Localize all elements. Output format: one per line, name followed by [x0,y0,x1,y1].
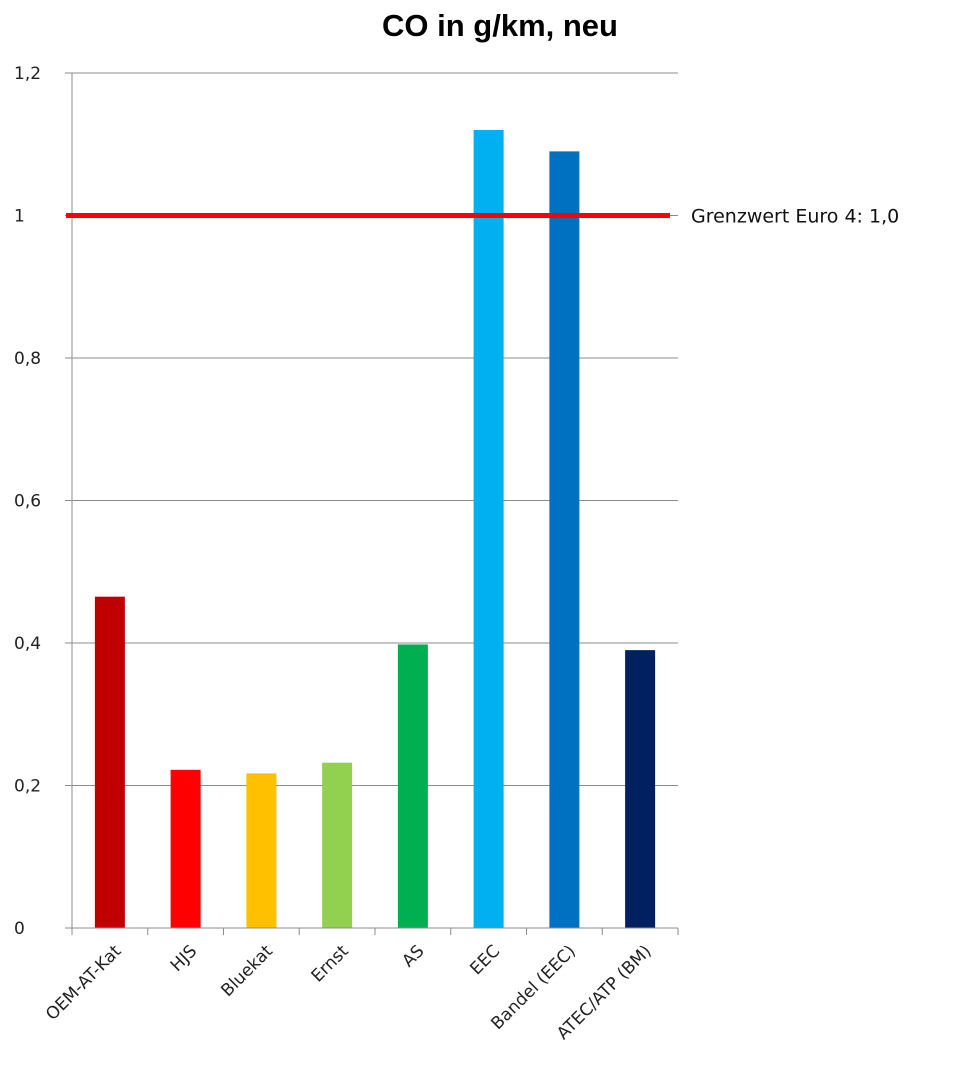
bar [94,596,125,928]
x-tick-label: AS [398,941,428,971]
y-tick-label: 0,4 [14,634,41,654]
y-tick-label: 1 [14,207,25,227]
reference-line-label: Grenzwert Euro 4: 1,0 [691,206,899,228]
bar [549,151,580,928]
bar [322,762,353,928]
x-tick-label: Ernst [308,941,353,986]
y-tick-label: 0,8 [14,349,41,369]
chart-title: CO in g/km, neu [382,8,618,43]
x-tick-label: EEC [466,941,504,979]
y-tick-label: 0,2 [14,777,41,797]
x-tick-label: OEM-AT-Kat [42,941,125,1024]
bar [397,644,428,928]
x-tick-label: HJS [167,941,201,975]
bar [170,769,201,928]
bar [246,773,277,928]
y-tick-label: 0,6 [14,492,41,512]
bar [473,130,504,928]
bar [625,650,656,928]
y-tick-label: 1,2 [14,64,41,84]
y-tick-label: 0 [14,919,25,939]
x-tick-label: Bluekat [217,941,277,1001]
